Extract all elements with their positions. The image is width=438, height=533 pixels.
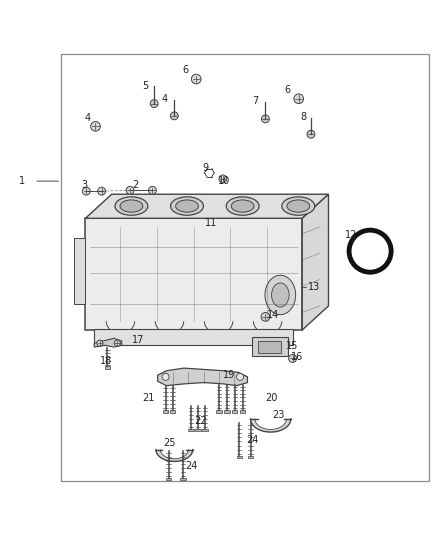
Text: 21: 21 bbox=[142, 393, 154, 403]
Bar bbox=[163, 410, 168, 413]
Circle shape bbox=[170, 112, 178, 120]
Circle shape bbox=[91, 122, 100, 131]
Text: 18: 18 bbox=[100, 356, 112, 366]
Text: 19: 19 bbox=[223, 370, 235, 380]
Text: 23: 23 bbox=[272, 410, 285, 421]
Circle shape bbox=[162, 374, 169, 381]
Text: 6: 6 bbox=[285, 85, 291, 95]
Bar bbox=[224, 410, 230, 413]
Ellipse shape bbox=[231, 200, 254, 212]
Text: 20: 20 bbox=[265, 393, 278, 403]
Text: 25: 25 bbox=[164, 438, 176, 448]
Text: 7: 7 bbox=[253, 96, 259, 107]
Bar bbox=[237, 456, 242, 458]
Bar bbox=[61, 54, 429, 481]
Text: 16: 16 bbox=[291, 352, 303, 362]
Bar bbox=[105, 366, 110, 369]
Text: 1: 1 bbox=[19, 176, 25, 186]
Polygon shape bbox=[156, 449, 193, 462]
Circle shape bbox=[191, 74, 201, 84]
Bar bbox=[188, 429, 194, 431]
Ellipse shape bbox=[176, 200, 198, 212]
Ellipse shape bbox=[265, 275, 296, 314]
Text: 4: 4 bbox=[162, 94, 168, 104]
Circle shape bbox=[261, 312, 270, 321]
Ellipse shape bbox=[120, 200, 143, 212]
FancyBboxPatch shape bbox=[258, 342, 281, 353]
Text: 13: 13 bbox=[307, 282, 320, 292]
Polygon shape bbox=[302, 194, 328, 330]
Polygon shape bbox=[251, 419, 291, 432]
Polygon shape bbox=[158, 368, 247, 386]
Bar bbox=[170, 410, 175, 413]
Ellipse shape bbox=[287, 200, 310, 212]
FancyBboxPatch shape bbox=[94, 329, 293, 345]
Circle shape bbox=[289, 354, 297, 362]
Polygon shape bbox=[85, 194, 328, 219]
Polygon shape bbox=[94, 338, 122, 347]
Circle shape bbox=[219, 175, 227, 183]
Text: 5: 5 bbox=[142, 80, 148, 91]
Bar bbox=[166, 478, 171, 480]
Circle shape bbox=[148, 187, 156, 194]
Text: 24: 24 bbox=[246, 434, 258, 445]
Polygon shape bbox=[74, 238, 85, 304]
Ellipse shape bbox=[115, 197, 148, 215]
Text: 12: 12 bbox=[345, 230, 357, 240]
Text: 14: 14 bbox=[267, 310, 279, 320]
Bar bbox=[216, 410, 222, 413]
Text: 3: 3 bbox=[81, 181, 87, 190]
Text: 10: 10 bbox=[218, 176, 230, 185]
Text: 17: 17 bbox=[132, 335, 145, 345]
Text: 15: 15 bbox=[286, 341, 298, 351]
Circle shape bbox=[126, 187, 134, 194]
Bar bbox=[195, 429, 201, 431]
Text: 11: 11 bbox=[205, 217, 217, 228]
Text: 9: 9 bbox=[202, 163, 208, 173]
Circle shape bbox=[82, 187, 90, 195]
FancyBboxPatch shape bbox=[252, 337, 288, 356]
Circle shape bbox=[261, 115, 269, 123]
Circle shape bbox=[294, 94, 304, 103]
Text: 22: 22 bbox=[194, 416, 207, 426]
Bar bbox=[240, 410, 245, 413]
Text: 24: 24 bbox=[186, 461, 198, 471]
Ellipse shape bbox=[226, 197, 259, 215]
Text: 2: 2 bbox=[133, 181, 139, 190]
Ellipse shape bbox=[282, 197, 314, 215]
Circle shape bbox=[114, 340, 120, 346]
Bar bbox=[202, 429, 208, 431]
FancyBboxPatch shape bbox=[85, 219, 302, 330]
Circle shape bbox=[150, 100, 158, 108]
Circle shape bbox=[237, 374, 244, 381]
Ellipse shape bbox=[272, 283, 289, 307]
Circle shape bbox=[307, 130, 315, 138]
Bar bbox=[180, 478, 186, 480]
Bar bbox=[248, 456, 253, 458]
Circle shape bbox=[98, 187, 106, 195]
Bar bbox=[232, 410, 237, 413]
Ellipse shape bbox=[170, 197, 203, 215]
Text: 4: 4 bbox=[85, 112, 91, 123]
Text: 6: 6 bbox=[182, 65, 188, 75]
Text: 8: 8 bbox=[300, 112, 306, 122]
Circle shape bbox=[97, 340, 103, 346]
